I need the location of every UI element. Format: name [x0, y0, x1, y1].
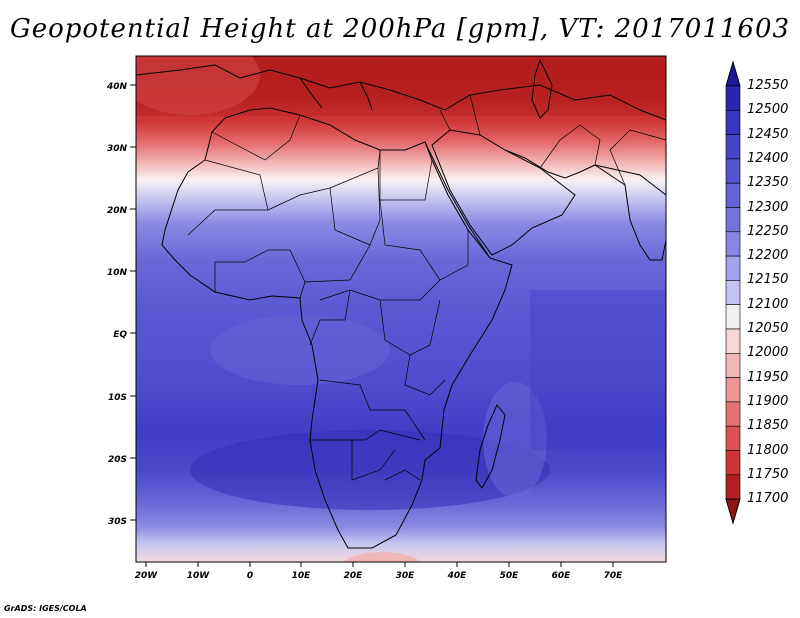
colorbar-level-label: 12100 — [747, 296, 789, 312]
colorbar — [725, 60, 741, 525]
colorbar-level-label: 11750 — [747, 466, 789, 482]
lon-tick-label: 20E — [344, 571, 364, 581]
colorbar-level-label: 11900 — [747, 393, 789, 409]
lon-tick-label: 50E — [500, 571, 520, 581]
colorbar-box — [725, 182, 741, 208]
lon-tick-label: 30E — [396, 571, 416, 581]
height-field — [136, 56, 666, 562]
colorbar-level-label: 12500 — [747, 102, 789, 118]
lat-tick-label: 20N — [107, 206, 128, 216]
colorbar-box — [725, 352, 741, 378]
colorbar-box — [725, 425, 741, 451]
colorbar-box — [725, 255, 741, 281]
colorbar-level-label: 12150 — [747, 272, 789, 288]
colorbar-box — [725, 474, 741, 500]
lat-tick-label: 40N — [106, 82, 128, 92]
plot-title: Geopotential Height at 200hPa [gpm], VT:… — [9, 14, 791, 44]
colorbar-box — [725, 207, 741, 233]
map-frame — [135, 55, 667, 563]
grads-credit: GrADS: IGES/COLA — [4, 604, 87, 613]
colorbar-box — [725, 158, 741, 184]
lon-axis — [145, 562, 614, 567]
colorbar-level-label: 11950 — [747, 369, 789, 385]
lon-tick-label: 10E — [292, 571, 312, 581]
lat-tick-label: 10N — [107, 268, 128, 278]
lat-tick-label: 20S — [108, 455, 127, 465]
colorbar-level-label: 12300 — [747, 199, 789, 215]
colorbar-box — [725, 85, 741, 111]
colorbar-level-label: 12050 — [747, 321, 789, 336]
lon-tick-label: 40E — [447, 571, 468, 581]
colorbar-level-label: 12000 — [747, 345, 789, 361]
lat-tick-label: 30S — [108, 517, 127, 527]
colorbar-level-label: 12350 — [747, 175, 789, 191]
country-borders — [187, 94, 666, 481]
colorbar-box — [725, 134, 741, 160]
colorbar-box — [725, 110, 741, 135]
lat-tick-label: EQ — [113, 330, 127, 340]
lat-axis — [130, 84, 136, 521]
colorbar-level-label: 12550 — [747, 78, 789, 93]
colorbar-level-label: 11800 — [747, 442, 789, 458]
lon-tick-label: 70E — [604, 571, 624, 581]
colorbar-level-label: 12450 — [747, 126, 789, 142]
lon-tick-label: 0 — [247, 571, 253, 581]
lat-tick-label: 10S — [108, 393, 127, 403]
lat-tick-label: 30N — [107, 144, 128, 154]
lon-tick-label: 20W — [135, 571, 159, 581]
lon-tick-label: 60E — [552, 571, 572, 581]
colorbar-min-triangle — [725, 498, 741, 525]
colorbar-box — [725, 377, 741, 403]
colorbar-box — [725, 280, 741, 305]
colorbar-box — [725, 450, 741, 476]
colorbar-box — [725, 231, 741, 257]
colorbar-level-label: 11700 — [747, 491, 789, 507]
colorbar-box — [725, 328, 741, 354]
colorbar-level-label: 12200 — [747, 248, 789, 264]
lon-tick-label: 10W — [187, 571, 211, 581]
colorbar-level-label: 11850 — [747, 418, 789, 434]
colorbar-box — [725, 304, 741, 330]
colorbar-level-label: 12400 — [747, 150, 789, 166]
coastlines — [136, 58, 666, 549]
colorbar-level-label: 12250 — [747, 223, 789, 239]
colorbar-max-triangle — [725, 60, 741, 87]
colorbar-box — [725, 401, 741, 427]
